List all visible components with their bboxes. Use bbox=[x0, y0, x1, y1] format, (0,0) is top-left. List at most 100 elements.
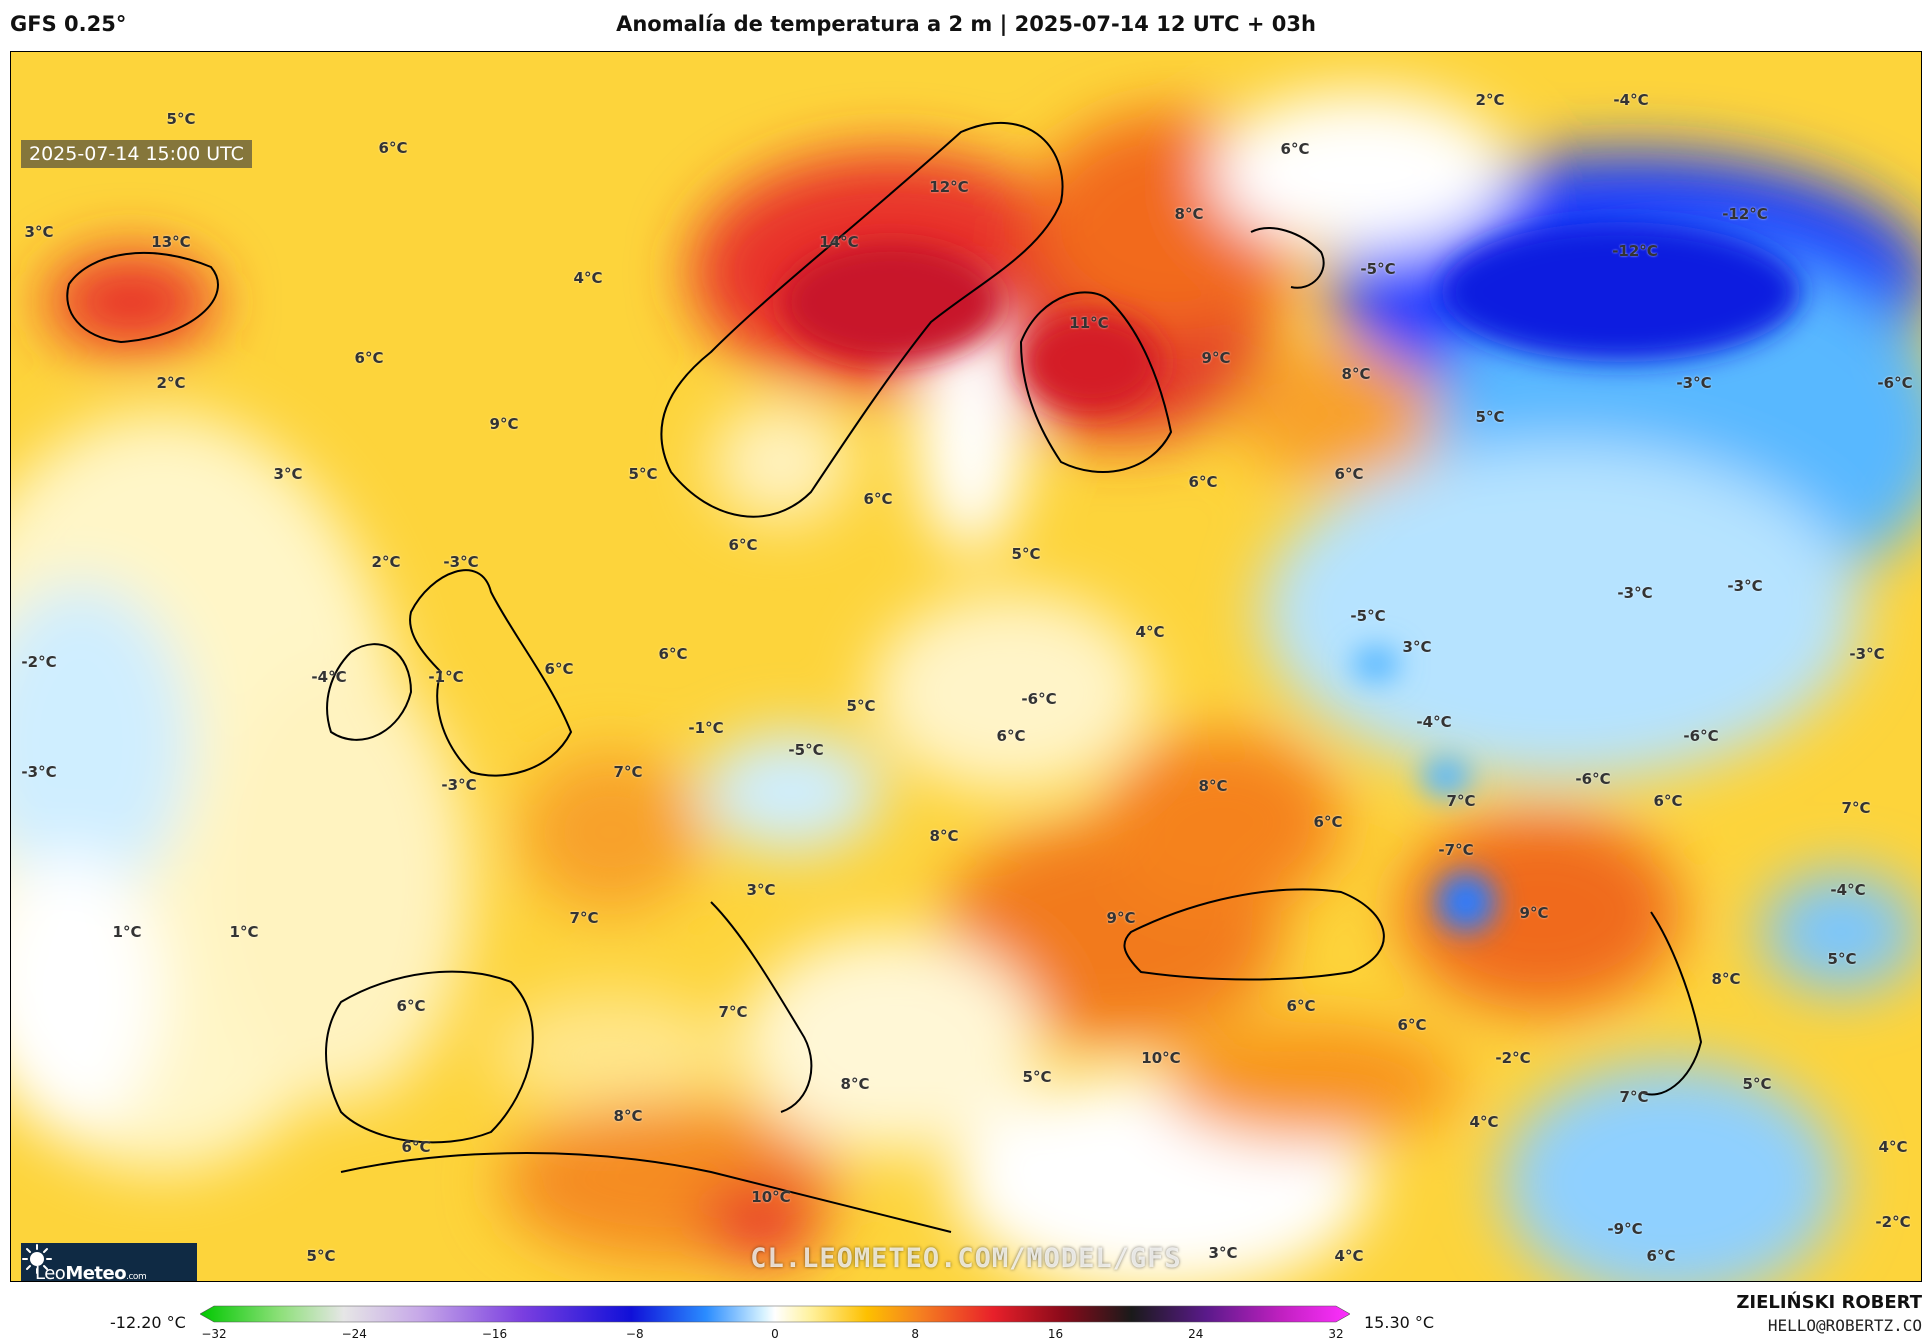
anomaly-label: -4°C bbox=[1416, 713, 1452, 731]
anomaly-label: 6°C bbox=[1334, 465, 1364, 483]
coast-north-africa bbox=[340, 1152, 952, 1233]
anomaly-label: -3°C bbox=[441, 776, 477, 794]
anomaly-label: 6°C bbox=[396, 997, 426, 1015]
anomaly-label: 4°C bbox=[1878, 1138, 1908, 1156]
header: GFS 0.25° Anomalía de temperatura a 2 m … bbox=[0, 0, 1932, 50]
author-name: ZIELIŃSKI ROBERT bbox=[1736, 1292, 1922, 1313]
anomaly-label: 8°C bbox=[1711, 970, 1741, 988]
coast-italy bbox=[710, 901, 813, 1113]
colorbar-legend: -12.20 °C bbox=[0, 1290, 1932, 1341]
colorbar-tick-label: 8 bbox=[911, 1327, 920, 1341]
coast-finland bbox=[1019, 291, 1173, 473]
model-name: GFS 0.25° bbox=[10, 12, 127, 36]
anomaly-label: 7°C bbox=[569, 909, 599, 927]
anomaly-label: 6°C bbox=[378, 139, 408, 157]
anomaly-label: 6°C bbox=[1646, 1247, 1676, 1265]
watermark-url[interactable]: CL.LEOMETEO.COM/MODEL/GFS bbox=[750, 1243, 1182, 1274]
anomaly-label: -6°C bbox=[1877, 374, 1913, 392]
anomaly-label: 2°C bbox=[371, 553, 401, 571]
logo-text-suffix: .com bbox=[126, 1271, 147, 1282]
coast-scandinavia bbox=[660, 121, 1064, 518]
anomaly-label: 5°C bbox=[1011, 545, 1041, 563]
anomaly-label: 6°C bbox=[728, 536, 758, 554]
colorbar-tick-label: 0 bbox=[771, 1327, 779, 1341]
anomaly-label: -3°C bbox=[1849, 645, 1885, 663]
coast-iberia bbox=[325, 970, 534, 1144]
anomaly-label: 4°C bbox=[1334, 1247, 1364, 1265]
anomaly-label: 5°C bbox=[628, 465, 658, 483]
anomaly-label: 9°C bbox=[1519, 904, 1549, 922]
anomaly-label: 8°C bbox=[613, 1107, 643, 1125]
colorbar-tick-label: −8 bbox=[625, 1327, 644, 1341]
anomaly-label: -5°C bbox=[1350, 607, 1386, 625]
colorbar-tick-label: 32 bbox=[1328, 1327, 1344, 1341]
leometeo-logo[interactable]: LeoMeteo.com bbox=[21, 1243, 197, 1282]
anomaly-label: 11°C bbox=[1069, 314, 1109, 332]
colorbar-max-value: 15.30 °C bbox=[1364, 1313, 1435, 1332]
anomaly-label: 2°C bbox=[1475, 91, 1505, 109]
anomaly-label: 7°C bbox=[1619, 1088, 1649, 1106]
anomaly-label: 9°C bbox=[1201, 349, 1231, 367]
anomaly-label: -3°C bbox=[443, 553, 479, 571]
anomaly-label: 6°C bbox=[544, 660, 574, 678]
anomaly-label: 8°C bbox=[1174, 205, 1204, 223]
anomaly-label: -6°C bbox=[1683, 727, 1719, 745]
anomaly-hotspots bbox=[781, 222, 1801, 932]
temperature-anomaly-map[interactable]: 2025-07-14 15:00 UTC 5°C 6°C 3°C 13°C 4°C 6°C… bbox=[10, 51, 1922, 1282]
anomaly-label: -6°C bbox=[1575, 770, 1611, 788]
anomaly-label: 6°C bbox=[996, 727, 1026, 745]
anomaly-label: 6°C bbox=[1280, 140, 1310, 158]
anomaly-label: 5°C bbox=[306, 1247, 336, 1265]
anomaly-label: -1°C bbox=[688, 719, 724, 737]
colorbar-tick-label: 24 bbox=[1188, 1327, 1204, 1341]
anomaly-label: -2°C bbox=[1875, 1213, 1911, 1231]
anomaly-label: 2°C bbox=[156, 374, 186, 392]
anomaly-label: 8°C bbox=[1341, 365, 1371, 383]
sun-icon bbox=[22, 1244, 52, 1274]
anomaly-label: 5°C bbox=[166, 110, 196, 128]
anomaly-label: -4°C bbox=[1613, 91, 1649, 109]
anomaly-label: -3°C bbox=[21, 763, 57, 781]
coast-black-sea bbox=[1123, 888, 1385, 981]
anomaly-label: 7°C bbox=[613, 763, 643, 781]
anomaly-label: 8°C bbox=[929, 827, 959, 845]
anomaly-label: -4°C bbox=[311, 668, 347, 686]
anomaly-label: 3°C bbox=[1402, 638, 1432, 656]
anomaly-label: -5°C bbox=[788, 741, 824, 759]
anomaly-label: 4°C bbox=[1469, 1113, 1499, 1131]
anomaly-label: 7°C bbox=[1446, 792, 1476, 810]
logo-text-bold: Meteo bbox=[65, 1262, 127, 1282]
coast-ireland bbox=[326, 643, 413, 741]
anomaly-label: -2°C bbox=[1495, 1049, 1531, 1067]
anomaly-label: -7°C bbox=[1438, 841, 1474, 859]
coast-white-sea bbox=[1250, 227, 1325, 289]
anomaly-label: 13°C bbox=[151, 233, 191, 251]
anomaly-label: -9°C bbox=[1607, 1220, 1643, 1238]
anomaly-label: 9°C bbox=[489, 415, 519, 433]
anomaly-label: 6°C bbox=[658, 645, 688, 663]
anomaly-label: -4°C bbox=[1830, 881, 1866, 899]
anomaly-label: 5°C bbox=[1022, 1068, 1052, 1086]
anomaly-label: 3°C bbox=[1208, 1244, 1238, 1262]
author-email[interactable]: HELLO@ROBERTZ.CO bbox=[1767, 1316, 1922, 1335]
anomaly-label: 3°C bbox=[24, 223, 54, 241]
anomaly-label: -3°C bbox=[1676, 374, 1712, 392]
map-title: Anomalía de temperatura a 2 m | 2025-07-… bbox=[616, 12, 1316, 36]
anomaly-label: 6°C bbox=[1313, 813, 1343, 831]
anomaly-label: 1°C bbox=[112, 923, 142, 941]
anomaly-label: 9°C bbox=[1106, 909, 1136, 927]
coast-caspian bbox=[1640, 911, 1703, 1096]
anomaly-label: 10°C bbox=[751, 1188, 791, 1206]
anomaly-label: -6°C bbox=[1021, 690, 1057, 708]
anomaly-label: 7°C bbox=[1841, 799, 1871, 817]
anomaly-label: 6°C bbox=[1397, 1016, 1427, 1034]
anomaly-label: 12°C bbox=[929, 178, 969, 196]
anomaly-label: 6°C bbox=[401, 1138, 431, 1156]
anomaly-label: 14°C bbox=[819, 233, 859, 251]
anomaly-label: -2°C bbox=[21, 653, 57, 671]
anomaly-label: 10°C bbox=[1141, 1049, 1181, 1067]
colorbar-tick-label: 16 bbox=[1047, 1327, 1064, 1341]
anomaly-label: 6°C bbox=[354, 349, 384, 367]
anomaly-label: 5°C bbox=[1827, 950, 1857, 968]
anomaly-label: -1°C bbox=[428, 668, 464, 686]
